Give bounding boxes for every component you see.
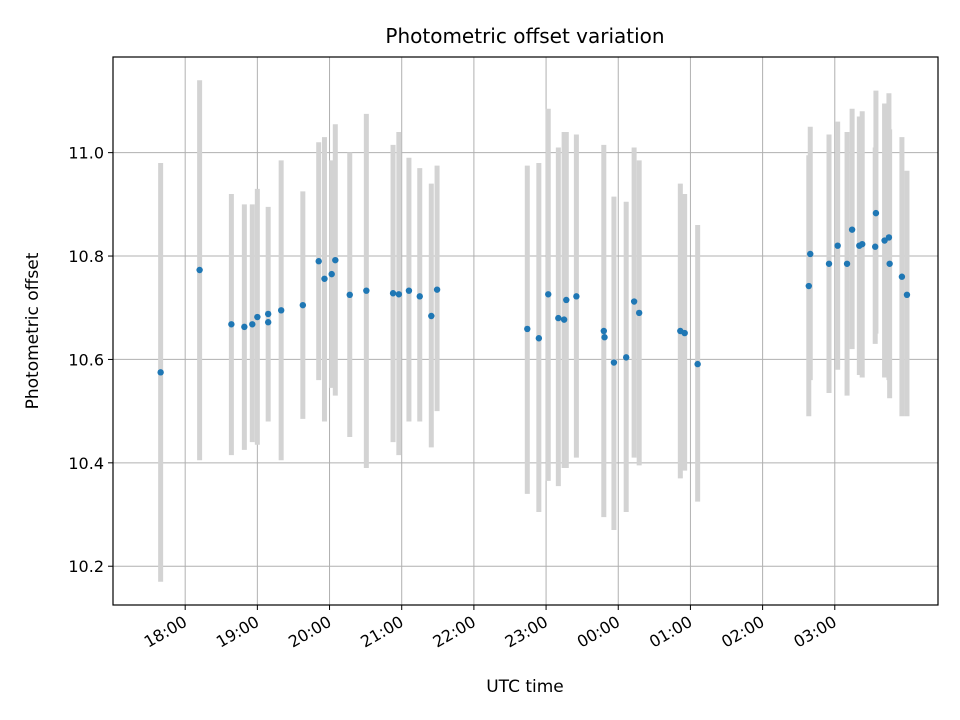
data-point [535, 335, 543, 342]
data-point [573, 293, 580, 300]
data-point [249, 321, 256, 328]
data-point [859, 240, 866, 248]
data-point [560, 316, 568, 323]
data-point [610, 359, 618, 366]
data-point [635, 309, 643, 317]
data-point [433, 286, 441, 293]
data-point [903, 291, 911, 299]
data-point [254, 313, 261, 321]
data-point [299, 301, 307, 309]
data-point [600, 327, 608, 335]
data-point [428, 312, 435, 320]
data-point [805, 282, 813, 290]
y-axis-label: Photometric offset [23, 252, 43, 409]
data-point [241, 323, 248, 331]
data-point [694, 360, 701, 368]
data-point [563, 296, 570, 304]
data-point [228, 321, 235, 328]
data-points [157, 209, 911, 376]
data-point [524, 325, 531, 333]
data-point [332, 256, 339, 264]
data-point [630, 298, 638, 305]
data-point [872, 209, 880, 217]
y-tick-label: 10.4 [68, 454, 104, 473]
chart-title: Photometric offset variation [385, 24, 664, 48]
x-axis-label: UTC time [486, 677, 564, 697]
y-tick-label: 10.8 [68, 247, 104, 266]
y-tick-label: 10.6 [68, 350, 104, 369]
plot-frame [112, 56, 939, 606]
data-point [363, 287, 370, 294]
data-point [395, 291, 403, 298]
data-point [416, 293, 423, 300]
data-point [405, 287, 413, 294]
data-point [328, 270, 335, 278]
data-point [681, 329, 688, 337]
data-point [885, 234, 893, 241]
data-point [848, 226, 856, 233]
data-point [264, 319, 272, 326]
data-point [834, 242, 841, 249]
data-point [321, 275, 328, 282]
data-point [601, 334, 608, 341]
data-point [346, 291, 353, 299]
data-point [886, 260, 893, 267]
data-point [622, 354, 630, 361]
data-point [545, 291, 552, 298]
data-point [555, 314, 562, 322]
data-point [872, 243, 879, 250]
y-tick-label: 11.0 [68, 144, 104, 163]
data-point [825, 260, 833, 267]
data-point [389, 290, 397, 297]
data-point [264, 310, 272, 318]
data-point [807, 250, 814, 258]
data-point [196, 266, 203, 274]
data-point [157, 369, 164, 376]
data-point [843, 260, 851, 267]
data-point [315, 258, 322, 265]
y-axis-ticks: 10.2 10.4 10.6 10.8 11.0 [68, 144, 113, 576]
y-tick-label: 10.2 [68, 557, 104, 576]
data-point [277, 307, 285, 314]
data-point [898, 273, 906, 280]
